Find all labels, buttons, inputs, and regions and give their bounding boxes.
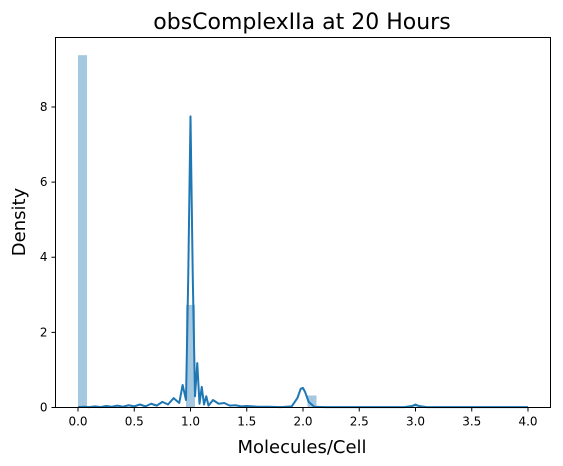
y-tick-label: 8 (40, 100, 48, 114)
x-tick-label: 1.5 (237, 415, 256, 429)
x-tick-label: 2.5 (350, 415, 369, 429)
y-tick-label: 2 (40, 325, 48, 339)
x-tick-label: 1.0 (181, 415, 200, 429)
x-tick-label: 4.0 (518, 415, 537, 429)
chart-title: obsComplexIIa at 20 Hours (153, 10, 450, 35)
x-axis-label: Molecules/Cell (237, 437, 366, 458)
x-tick-label: 3.0 (406, 415, 425, 429)
kde-line (77, 115, 528, 409)
x-axis-ticks: 0.0 0.5 1.0 1.5 2.0 2.5 3.0 3.5 4.0 (68, 407, 538, 429)
histogram-bar (78, 55, 87, 408)
histogram-bar (307, 395, 317, 408)
y-axis-label: Density (9, 187, 30, 256)
plot-area-frame (55, 37, 551, 408)
y-tick-label: 4 (40, 250, 48, 264)
y-tick-label: 6 (40, 175, 48, 189)
histogram-bar (186, 304, 195, 408)
histogram-bars (78, 55, 420, 408)
y-axis-ticks: 0 2 4 6 8 (40, 100, 56, 415)
x-tick-label: 2.0 (293, 415, 312, 429)
x-tick-label: 0.0 (68, 415, 87, 429)
y-tick-label: 0 (40, 401, 48, 415)
x-tick-label: 3.5 (462, 415, 481, 429)
histogram-bar (411, 406, 420, 408)
x-tick-label: 0.5 (125, 415, 144, 429)
